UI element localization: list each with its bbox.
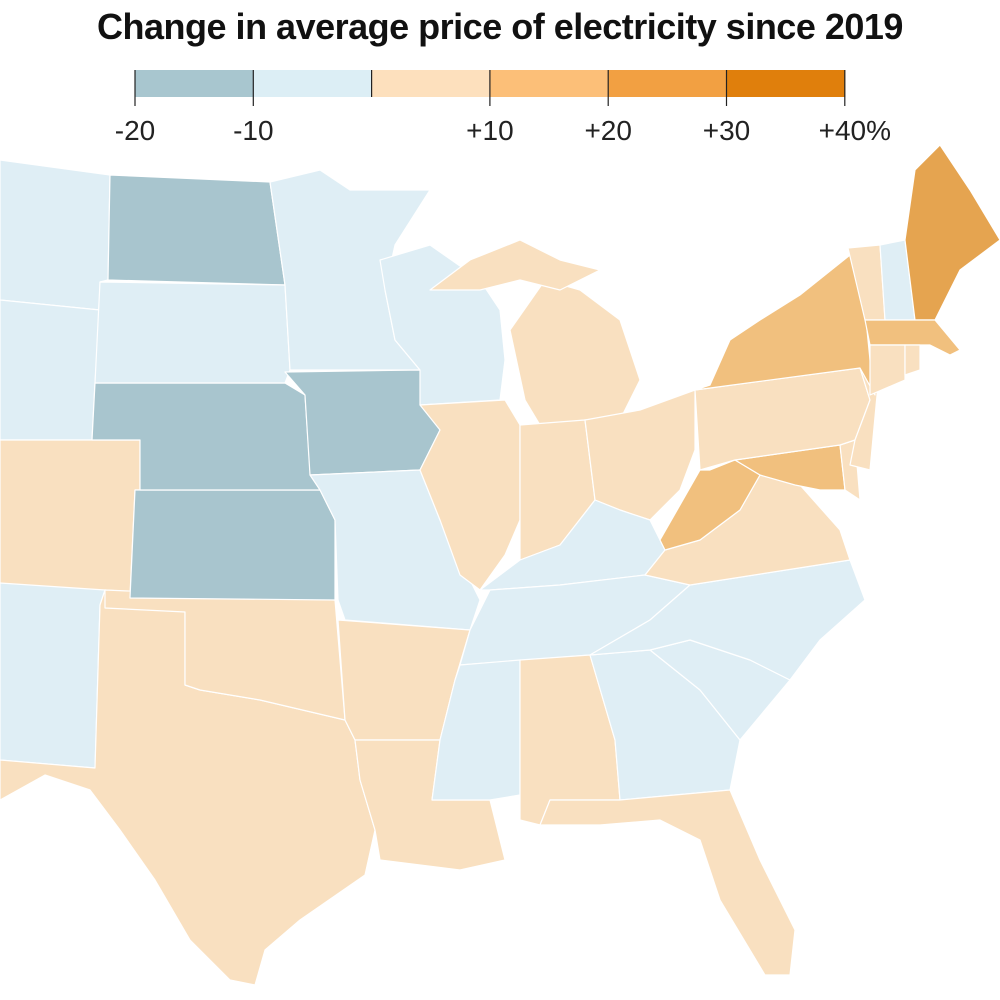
legend-tick-label: +30: [703, 115, 751, 146]
state-nc: [589, 559, 866, 681]
legend-swatch: [726, 70, 846, 97]
state-ks: [129, 489, 336, 601]
legend-swatch: [608, 70, 727, 97]
legend-tick-label: -10: [233, 115, 273, 146]
state-miu: [429, 239, 601, 291]
state-nm: [0, 582, 106, 769]
legend-swatch: [489, 70, 609, 97]
legend-tick-label: +10: [466, 115, 514, 146]
legend-tick-label: +20: [584, 115, 632, 146]
state-ri: [904, 344, 921, 376]
legend-tick-label: +40%: [819, 115, 891, 146]
map-title: Change in average price of electricity s…: [97, 6, 903, 47]
state-nd: [107, 174, 286, 286]
legend-swatch: [135, 70, 254, 97]
state-ok: [104, 589, 346, 721]
state-fl: [539, 789, 796, 976]
state-mi: [509, 279, 641, 426]
state-sd: [94, 281, 291, 384]
state-ct: [869, 344, 906, 396]
legend-swatch: [371, 70, 491, 97]
state-wy: [0, 299, 101, 441]
legend-swatch: [253, 70, 373, 97]
state-mt: [0, 159, 111, 311]
color-legend: -20 -10 +10 +20 +30 +40%: [115, 70, 891, 146]
legend-tick-label: -20: [115, 115, 155, 146]
state-me: [904, 144, 1000, 321]
state-co: [0, 439, 141, 596]
